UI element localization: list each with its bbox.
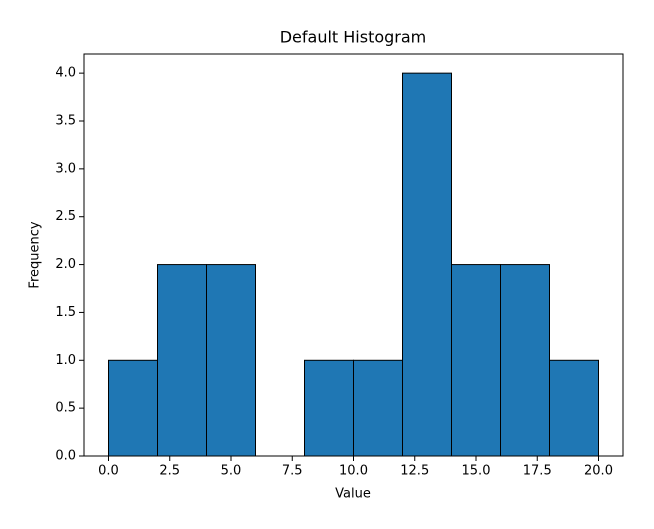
x-tick-label: 12.5 xyxy=(400,464,429,479)
bar xyxy=(157,264,207,457)
bar xyxy=(108,359,158,457)
x-tick-label: 2.5 xyxy=(159,464,180,479)
x-tick-label: 20.0 xyxy=(584,464,613,479)
y-tick-label: 0.0 xyxy=(55,449,76,464)
bar xyxy=(549,359,599,457)
y-tick-label: 4.0 xyxy=(55,66,76,81)
bar xyxy=(500,264,550,457)
y-tick-label: 0.5 xyxy=(55,401,76,416)
x-tick-label: 0.0 xyxy=(98,464,119,479)
y-tick-label: 3.0 xyxy=(55,161,76,176)
y-tick-label: 2.0 xyxy=(55,257,76,272)
y-tick-label: 3.5 xyxy=(55,114,76,129)
chart-title: Default Histogram xyxy=(280,28,427,47)
x-axis-label: Value xyxy=(335,487,371,502)
x-tick-label: 17.5 xyxy=(523,464,552,479)
x-tick-label: 7.5 xyxy=(282,464,303,479)
bar xyxy=(206,264,256,457)
bar xyxy=(451,264,501,457)
bar xyxy=(304,359,354,457)
x-tick-label: 15.0 xyxy=(462,464,491,479)
x-tick-label: 10.0 xyxy=(339,464,368,479)
x-tick-label: 5.0 xyxy=(221,464,242,479)
y-tick-label: 1.5 xyxy=(55,305,76,320)
y-tick-label: 1.0 xyxy=(55,353,76,368)
bar xyxy=(402,72,452,457)
bar xyxy=(353,359,403,457)
y-tick-label: 2.5 xyxy=(55,209,76,224)
y-axis-label: Frequency xyxy=(28,221,43,288)
